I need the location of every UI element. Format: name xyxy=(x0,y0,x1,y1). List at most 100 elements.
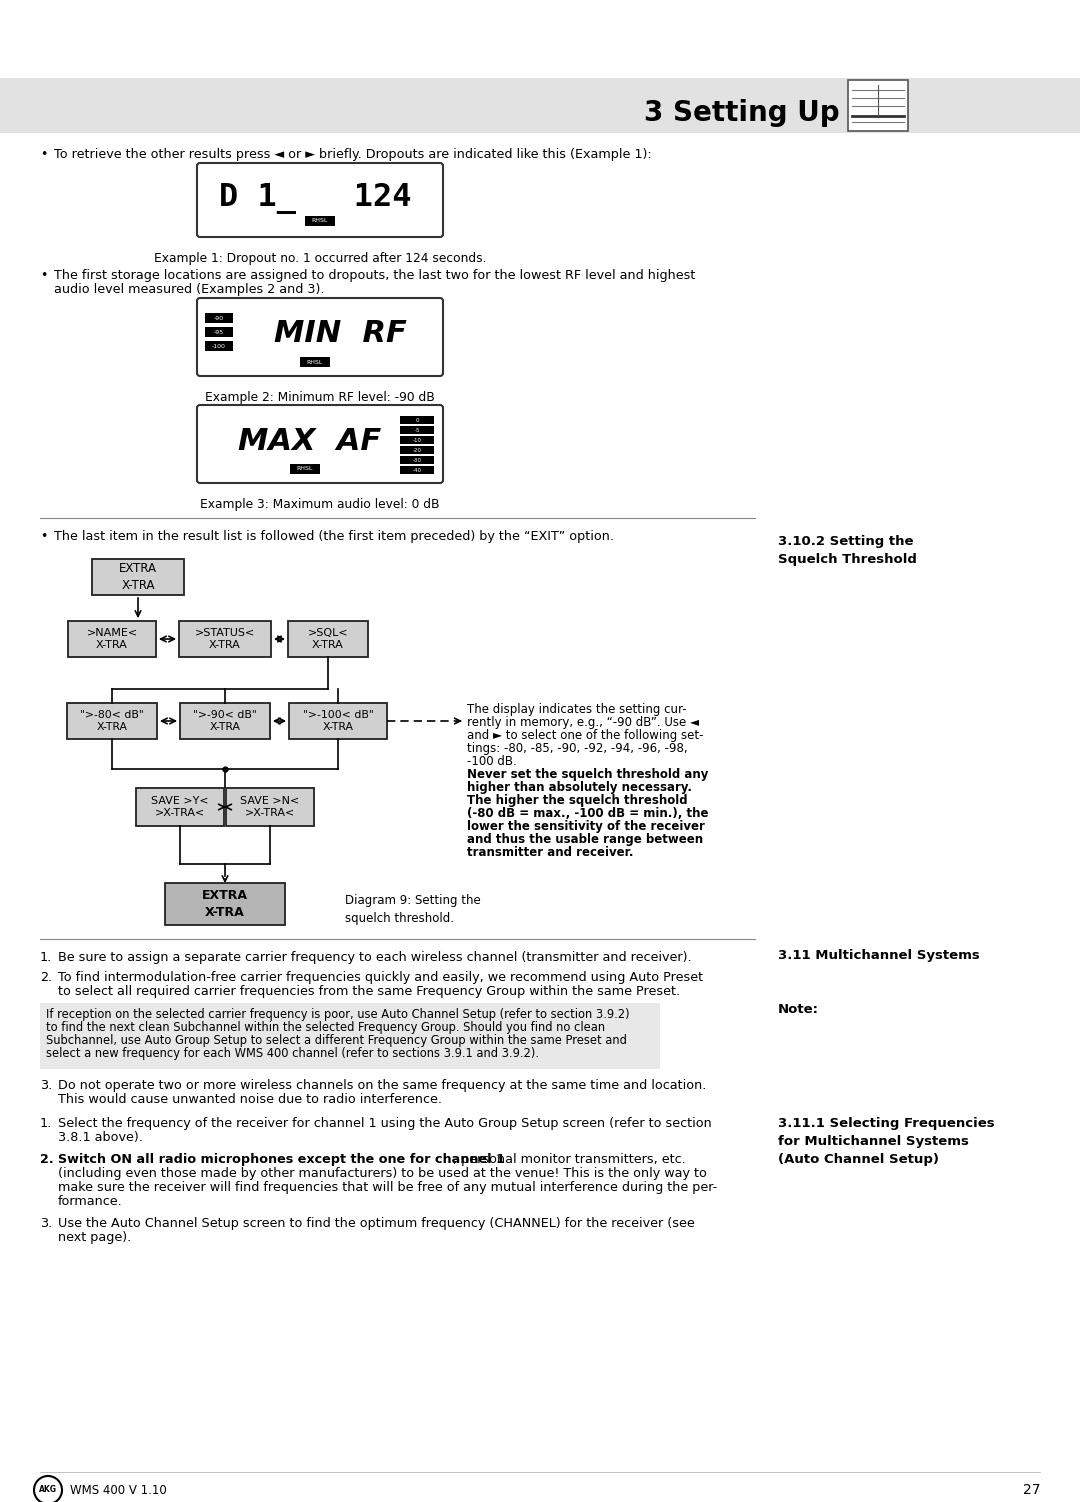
Text: next page).: next page). xyxy=(58,1232,132,1244)
Text: WMS 400 V 1.10: WMS 400 V 1.10 xyxy=(70,1484,166,1496)
FancyBboxPatch shape xyxy=(197,406,443,484)
Bar xyxy=(400,446,434,454)
Text: -5: -5 xyxy=(415,428,420,433)
Bar xyxy=(400,436,434,445)
Text: >STATUS<
X-TRA: >STATUS< X-TRA xyxy=(194,628,255,650)
Text: audio level measured (Examples 2 and 3).: audio level measured (Examples 2 and 3). xyxy=(54,282,324,296)
Bar xyxy=(179,620,271,656)
Text: Do not operate two or more wireless channels on the same frequency at the same t: Do not operate two or more wireless chan… xyxy=(58,1078,706,1092)
Text: and ► to select one of the following set-: and ► to select one of the following set… xyxy=(467,728,703,742)
Bar xyxy=(288,620,368,656)
Text: Switch ON all radio microphones except the one for channel 1: Switch ON all radio microphones except t… xyxy=(58,1154,505,1166)
Bar xyxy=(0,78,1080,134)
Bar xyxy=(180,703,270,739)
Text: Example 3: Maximum audio level: 0 dB: Example 3: Maximum audio level: 0 dB xyxy=(200,499,440,511)
Text: , personal monitor transmitters, etc.: , personal monitor transmitters, etc. xyxy=(453,1154,686,1166)
Text: If reception on the selected carrier frequency is poor, use Auto Channel Setup (: If reception on the selected carrier fre… xyxy=(46,1008,630,1021)
Text: -40: -40 xyxy=(413,467,421,473)
Text: RHSL: RHSL xyxy=(297,467,313,472)
Text: ">-90< dB"
X-TRA: ">-90< dB" X-TRA xyxy=(193,709,257,733)
Text: select a new frequency for each WMS 400 channel (refer to sections 3.9.1 and 3.9: select a new frequency for each WMS 400 … xyxy=(46,1047,539,1060)
Text: lower the sensitivity of the receiver: lower the sensitivity of the receiver xyxy=(467,820,705,834)
Text: and thus the usable range between: and thus the usable range between xyxy=(467,834,703,846)
Text: make sure the receiver will find frequencies that will be free of any mutual int: make sure the receiver will find frequen… xyxy=(58,1181,717,1194)
Text: Note:: Note: xyxy=(778,1003,819,1015)
Text: The last item in the result list is followed (the first item preceded) by the “E: The last item in the result list is foll… xyxy=(54,530,615,544)
Text: 3.: 3. xyxy=(40,1217,52,1230)
Text: SAVE >Y<
>X-TRA<: SAVE >Y< >X-TRA< xyxy=(151,796,208,819)
Bar xyxy=(289,703,387,739)
Text: 2.: 2. xyxy=(40,970,52,984)
Text: 27: 27 xyxy=(1023,1482,1040,1497)
Text: higher than absolutely necessary.: higher than absolutely necessary. xyxy=(467,781,692,795)
Text: MAX  AF: MAX AF xyxy=(239,427,381,455)
Bar xyxy=(205,341,233,351)
Text: -90: -90 xyxy=(214,315,224,320)
Text: EXTRA
X-TRA: EXTRA X-TRA xyxy=(202,889,248,919)
Text: (including even those made by other manufacturers) to be used at the venue! This: (including even those made by other manu… xyxy=(58,1167,707,1181)
Bar xyxy=(400,427,434,434)
Text: 3.10.2 Setting the
Squelch Threshold: 3.10.2 Setting the Squelch Threshold xyxy=(778,535,917,566)
Text: -30: -30 xyxy=(413,458,421,463)
Text: (-80 dB = max., -100 dB = min.), the: (-80 dB = max., -100 dB = min.), the xyxy=(467,807,708,820)
Bar xyxy=(848,80,908,131)
Text: To find intermodulation-free carrier frequencies quickly and easily, we recommen: To find intermodulation-free carrier fre… xyxy=(58,970,703,984)
Text: EXTRA
X-TRA: EXTRA X-TRA xyxy=(119,562,157,592)
Text: transmitter and receiver.: transmitter and receiver. xyxy=(467,846,634,859)
Text: to find the next clean Subchannel within the selected Frequency Group. Should yo: to find the next clean Subchannel within… xyxy=(46,1021,605,1033)
Bar xyxy=(400,457,434,464)
Text: Select the frequency of the receiver for channel 1 using the Auto Group Setup sc: Select the frequency of the receiver for… xyxy=(58,1117,712,1130)
Text: -10: -10 xyxy=(413,437,421,443)
Bar xyxy=(400,466,434,475)
Bar xyxy=(68,620,156,656)
FancyBboxPatch shape xyxy=(197,164,443,237)
Text: Never set the squelch threshold any: Never set the squelch threshold any xyxy=(467,768,708,781)
Text: >NAME<
X-TRA: >NAME< X-TRA xyxy=(86,628,137,650)
Text: formance.: formance. xyxy=(58,1196,123,1208)
Bar xyxy=(400,416,434,424)
Bar xyxy=(67,703,157,739)
Text: Example 1: Dropout no. 1 occurred after 124 seconds.: Example 1: Dropout no. 1 occurred after … xyxy=(153,252,486,264)
Bar xyxy=(291,464,320,475)
Text: 1.: 1. xyxy=(40,1117,52,1130)
Text: 0: 0 xyxy=(415,418,419,422)
Text: tings: -80, -85, -90, -92, -94, -96, -98,: tings: -80, -85, -90, -92, -94, -96, -98… xyxy=(467,742,688,756)
Text: 3.11.1 Selecting Frequencies
for Multichannel Systems
(Auto Channel Setup): 3.11.1 Selecting Frequencies for Multich… xyxy=(778,1117,995,1166)
Text: Be sure to assign a separate carrier frequency to each wireless channel (transmi: Be sure to assign a separate carrier fre… xyxy=(58,951,691,964)
Text: RHSL: RHSL xyxy=(307,359,323,365)
Bar xyxy=(205,312,233,323)
Bar xyxy=(305,216,335,225)
Text: The higher the squelch threshold: The higher the squelch threshold xyxy=(467,795,688,807)
Bar xyxy=(300,357,330,366)
Text: to select all required carrier frequencies from the same Frequency Group within : to select all required carrier frequenci… xyxy=(58,985,680,997)
Text: ">-80< dB"
X-TRA: ">-80< dB" X-TRA xyxy=(80,709,144,733)
Text: •: • xyxy=(40,149,48,161)
Text: •: • xyxy=(40,530,48,544)
Text: 2.: 2. xyxy=(40,1154,54,1166)
Text: >SQL<
X-TRA: >SQL< X-TRA xyxy=(308,628,349,650)
Text: -20: -20 xyxy=(413,448,421,452)
Text: Example 2: Minimum RF level: -90 dB: Example 2: Minimum RF level: -90 dB xyxy=(205,391,435,404)
Text: AKG: AKG xyxy=(39,1485,57,1494)
Text: This would cause unwanted noise due to radio interference.: This would cause unwanted noise due to r… xyxy=(58,1093,442,1105)
Text: 3 Setting Up: 3 Setting Up xyxy=(645,99,840,128)
Text: MIN  RF: MIN RF xyxy=(273,320,406,348)
Text: 3.8.1 above).: 3.8.1 above). xyxy=(58,1131,143,1145)
Bar xyxy=(92,559,184,595)
Bar xyxy=(40,1003,660,1069)
Text: Use the Auto Channel Setup screen to find the optimum frequency (CHANNEL) for th: Use the Auto Channel Setup screen to fin… xyxy=(58,1217,694,1230)
Bar xyxy=(205,327,233,336)
Text: Diagram 9: Setting the
squelch threshold.: Diagram 9: Setting the squelch threshold… xyxy=(345,894,481,925)
Text: SAVE >N<
>X-TRA<: SAVE >N< >X-TRA< xyxy=(241,796,299,819)
Text: Subchannel, use Auto Group Setup to select a different Frequency Group within th: Subchannel, use Auto Group Setup to sele… xyxy=(46,1033,626,1047)
Bar xyxy=(226,789,314,826)
Bar xyxy=(165,883,285,925)
Text: 3.: 3. xyxy=(40,1078,52,1092)
FancyBboxPatch shape xyxy=(197,297,443,376)
Text: The display indicates the setting cur-: The display indicates the setting cur- xyxy=(467,703,687,716)
Text: RHSL: RHSL xyxy=(312,218,328,224)
Text: rently in memory, e.g., “-90 dB”. Use ◄: rently in memory, e.g., “-90 dB”. Use ◄ xyxy=(467,716,699,728)
Text: To retrieve the other results press ◄ or ► briefly. Dropouts are indicated like : To retrieve the other results press ◄ or… xyxy=(54,149,651,161)
Text: -95: -95 xyxy=(214,329,224,335)
Text: D 1̲   124: D 1̲ 124 xyxy=(219,183,411,213)
